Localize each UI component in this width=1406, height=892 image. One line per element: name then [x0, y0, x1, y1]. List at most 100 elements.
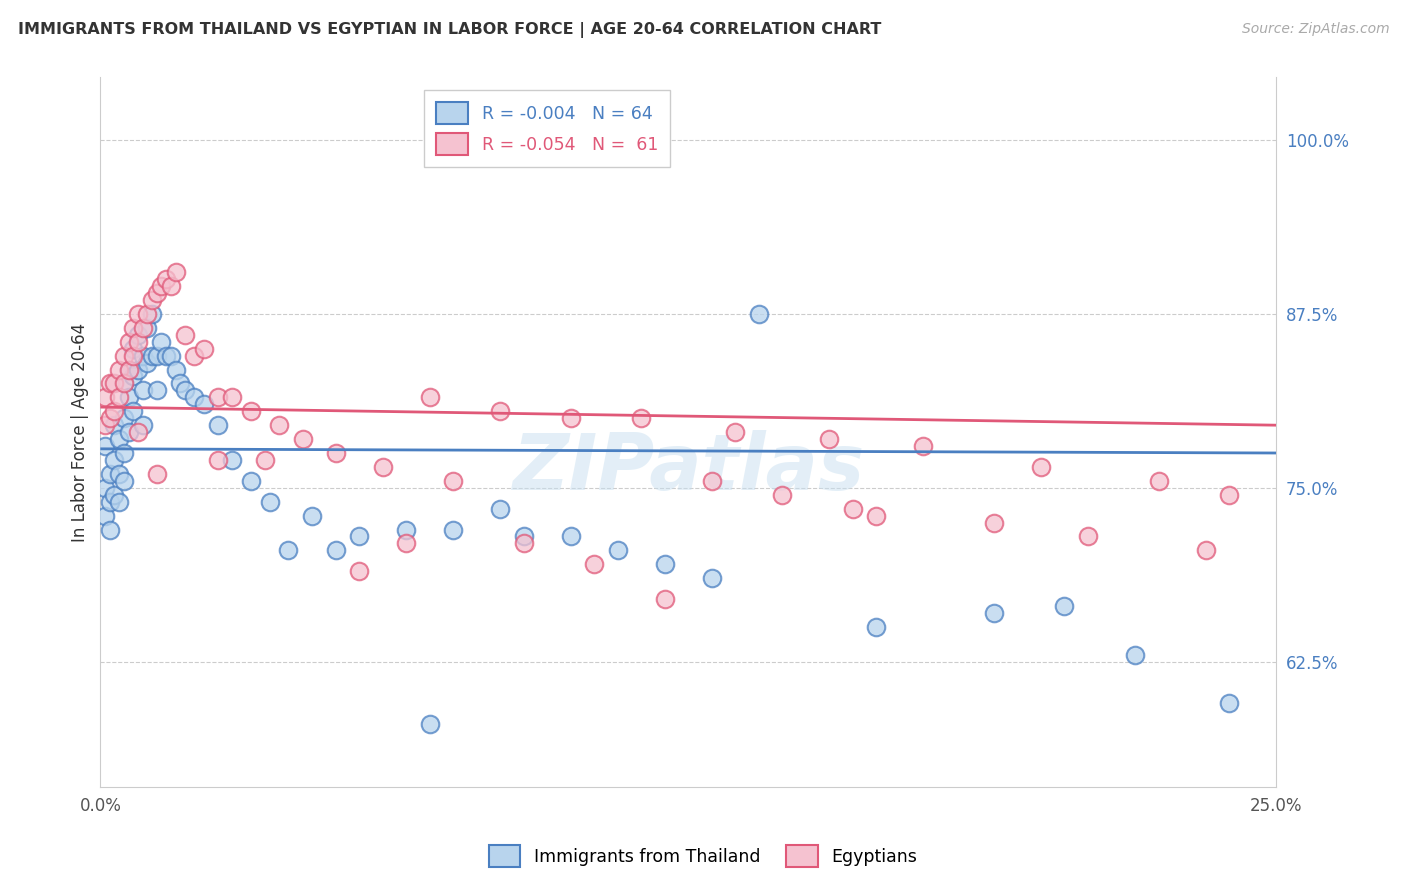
Point: [98, 494, 121, 508]
Point: [818, 432, 841, 446]
Point: [131, 418, 153, 433]
Point: [122, 321, 145, 335]
Point: [441, 474, 464, 488]
Point: [136, 321, 159, 335]
Point: [983, 516, 1005, 530]
Point: [117, 362, 139, 376]
Point: [127, 307, 149, 321]
Point: [193, 397, 215, 411]
Point: [108, 494, 131, 508]
Point: [630, 411, 652, 425]
Point: [127, 425, 149, 439]
Point: [700, 474, 723, 488]
Point: [141, 349, 163, 363]
Point: [103, 453, 125, 467]
Point: [301, 508, 323, 523]
Point: [700, 571, 723, 585]
Point: [347, 529, 370, 543]
Point: [131, 384, 153, 398]
Point: [103, 404, 125, 418]
Point: [419, 717, 441, 731]
Point: [117, 425, 139, 439]
Point: [146, 286, 169, 301]
Point: [108, 467, 131, 481]
Point: [395, 523, 418, 537]
Point: [150, 334, 173, 349]
Point: [606, 543, 628, 558]
Point: [770, 488, 793, 502]
Point: [1123, 648, 1146, 662]
Point: [112, 349, 135, 363]
Point: [98, 523, 121, 537]
Point: [277, 543, 299, 558]
Point: [560, 529, 582, 543]
Point: [98, 376, 121, 391]
Point: [325, 543, 347, 558]
Point: [1053, 599, 1076, 613]
Point: [112, 411, 135, 425]
Point: [583, 558, 606, 572]
Point: [221, 453, 243, 467]
Text: Source: ZipAtlas.com: Source: ZipAtlas.com: [1241, 22, 1389, 37]
Point: [983, 606, 1005, 620]
Point: [291, 432, 314, 446]
Point: [165, 362, 187, 376]
Point: [160, 279, 183, 293]
Point: [1218, 697, 1240, 711]
Point: [912, 439, 935, 453]
Point: [724, 425, 747, 439]
Point: [395, 536, 418, 550]
Point: [325, 446, 347, 460]
Point: [112, 446, 135, 460]
Point: [1218, 488, 1240, 502]
Point: [193, 342, 215, 356]
Point: [441, 523, 464, 537]
Point: [489, 404, 512, 418]
Point: [94, 439, 117, 453]
Point: [117, 390, 139, 404]
Point: [419, 390, 441, 404]
Point: [259, 494, 281, 508]
Point: [98, 411, 121, 425]
Point: [221, 390, 243, 404]
Point: [1077, 529, 1099, 543]
Point: [94, 481, 117, 495]
Point: [146, 349, 169, 363]
Point: [136, 355, 159, 369]
Point: [207, 453, 229, 467]
Legend: Immigrants from Thailand, Egyptians: Immigrants from Thailand, Egyptians: [482, 838, 924, 874]
Point: [122, 349, 145, 363]
Point: [103, 488, 125, 502]
Point: [865, 508, 887, 523]
Point: [748, 307, 770, 321]
Point: [207, 390, 229, 404]
Point: [654, 558, 676, 572]
Point: [207, 418, 229, 433]
Point: [117, 362, 139, 376]
Point: [239, 404, 262, 418]
Point: [112, 474, 135, 488]
Point: [560, 411, 582, 425]
Point: [108, 432, 131, 446]
Point: [108, 390, 131, 404]
Point: [183, 390, 205, 404]
Point: [150, 279, 173, 293]
Point: [122, 404, 145, 418]
Point: [141, 307, 163, 321]
Point: [146, 467, 169, 481]
Point: [174, 327, 197, 342]
Point: [169, 376, 191, 391]
Text: IMMIGRANTS FROM THAILAND VS EGYPTIAN IN LABOR FORCE | AGE 20-64 CORRELATION CHAR: IMMIGRANTS FROM THAILAND VS EGYPTIAN IN …: [18, 22, 882, 38]
Point: [98, 467, 121, 481]
Y-axis label: In Labor Force | Age 20-64: In Labor Force | Age 20-64: [72, 323, 89, 541]
Text: ZIPatlas: ZIPatlas: [512, 430, 865, 506]
Point: [267, 418, 290, 433]
Point: [141, 293, 163, 307]
Point: [489, 501, 512, 516]
Point: [512, 529, 534, 543]
Point: [122, 369, 145, 384]
Point: [112, 376, 135, 391]
Point: [146, 384, 169, 398]
Point: [131, 321, 153, 335]
Point: [347, 564, 370, 578]
